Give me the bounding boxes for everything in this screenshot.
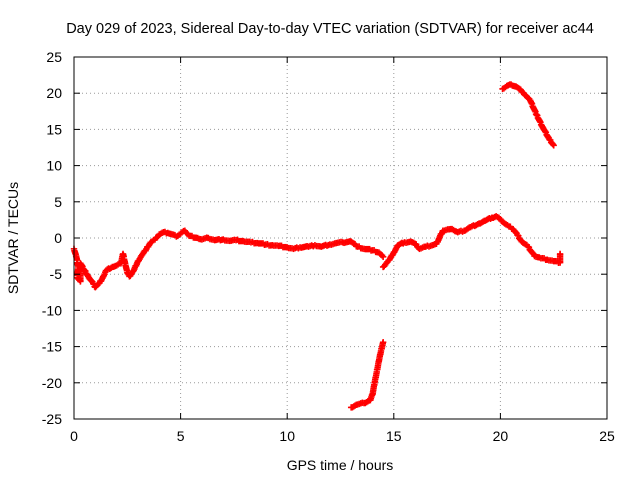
y-tick-label: -10 (42, 302, 62, 318)
y-axis-label: SDTVAR / TECUs (5, 182, 21, 294)
x-tick-label: 5 (177, 428, 185, 444)
data-point (379, 339, 387, 346)
chart-title: Day 029 of 2023, Sidereal Day-to-day VTE… (66, 21, 594, 37)
x-axis-label: GPS time / hours (287, 457, 394, 473)
x-tick-label: 0 (70, 428, 78, 444)
data-point (550, 142, 557, 149)
y-tick-label: 10 (46, 158, 62, 174)
x-tick-label: 15 (386, 428, 402, 444)
data-series (70, 81, 564, 411)
y-tick-label: -20 (42, 375, 62, 391)
y-tick-label: 25 (46, 49, 62, 65)
y-tick-label: -25 (42, 411, 62, 427)
y-tick-label: 20 (46, 85, 62, 101)
y-tick-label: 5 (54, 194, 62, 210)
data-point (556, 250, 564, 258)
y-tick-label: -15 (42, 339, 62, 355)
axis-ticks (73, 56, 608, 420)
x-tick-label: 25 (599, 428, 615, 444)
x-tick-label: 10 (279, 428, 295, 444)
x-tick-label: 20 (493, 428, 509, 444)
data-point (379, 253, 387, 261)
tick-labels: 0 5 10 15 20 25 -25 -20 -15 -10 -5 0 5 10 15 20 25 (42, 49, 615, 444)
y-tick-label: 15 (46, 121, 62, 137)
data-point-fill (549, 141, 557, 148)
y-tick-label: -5 (50, 266, 63, 282)
grid (74, 57, 607, 419)
y-tick-label: 0 (54, 230, 62, 246)
